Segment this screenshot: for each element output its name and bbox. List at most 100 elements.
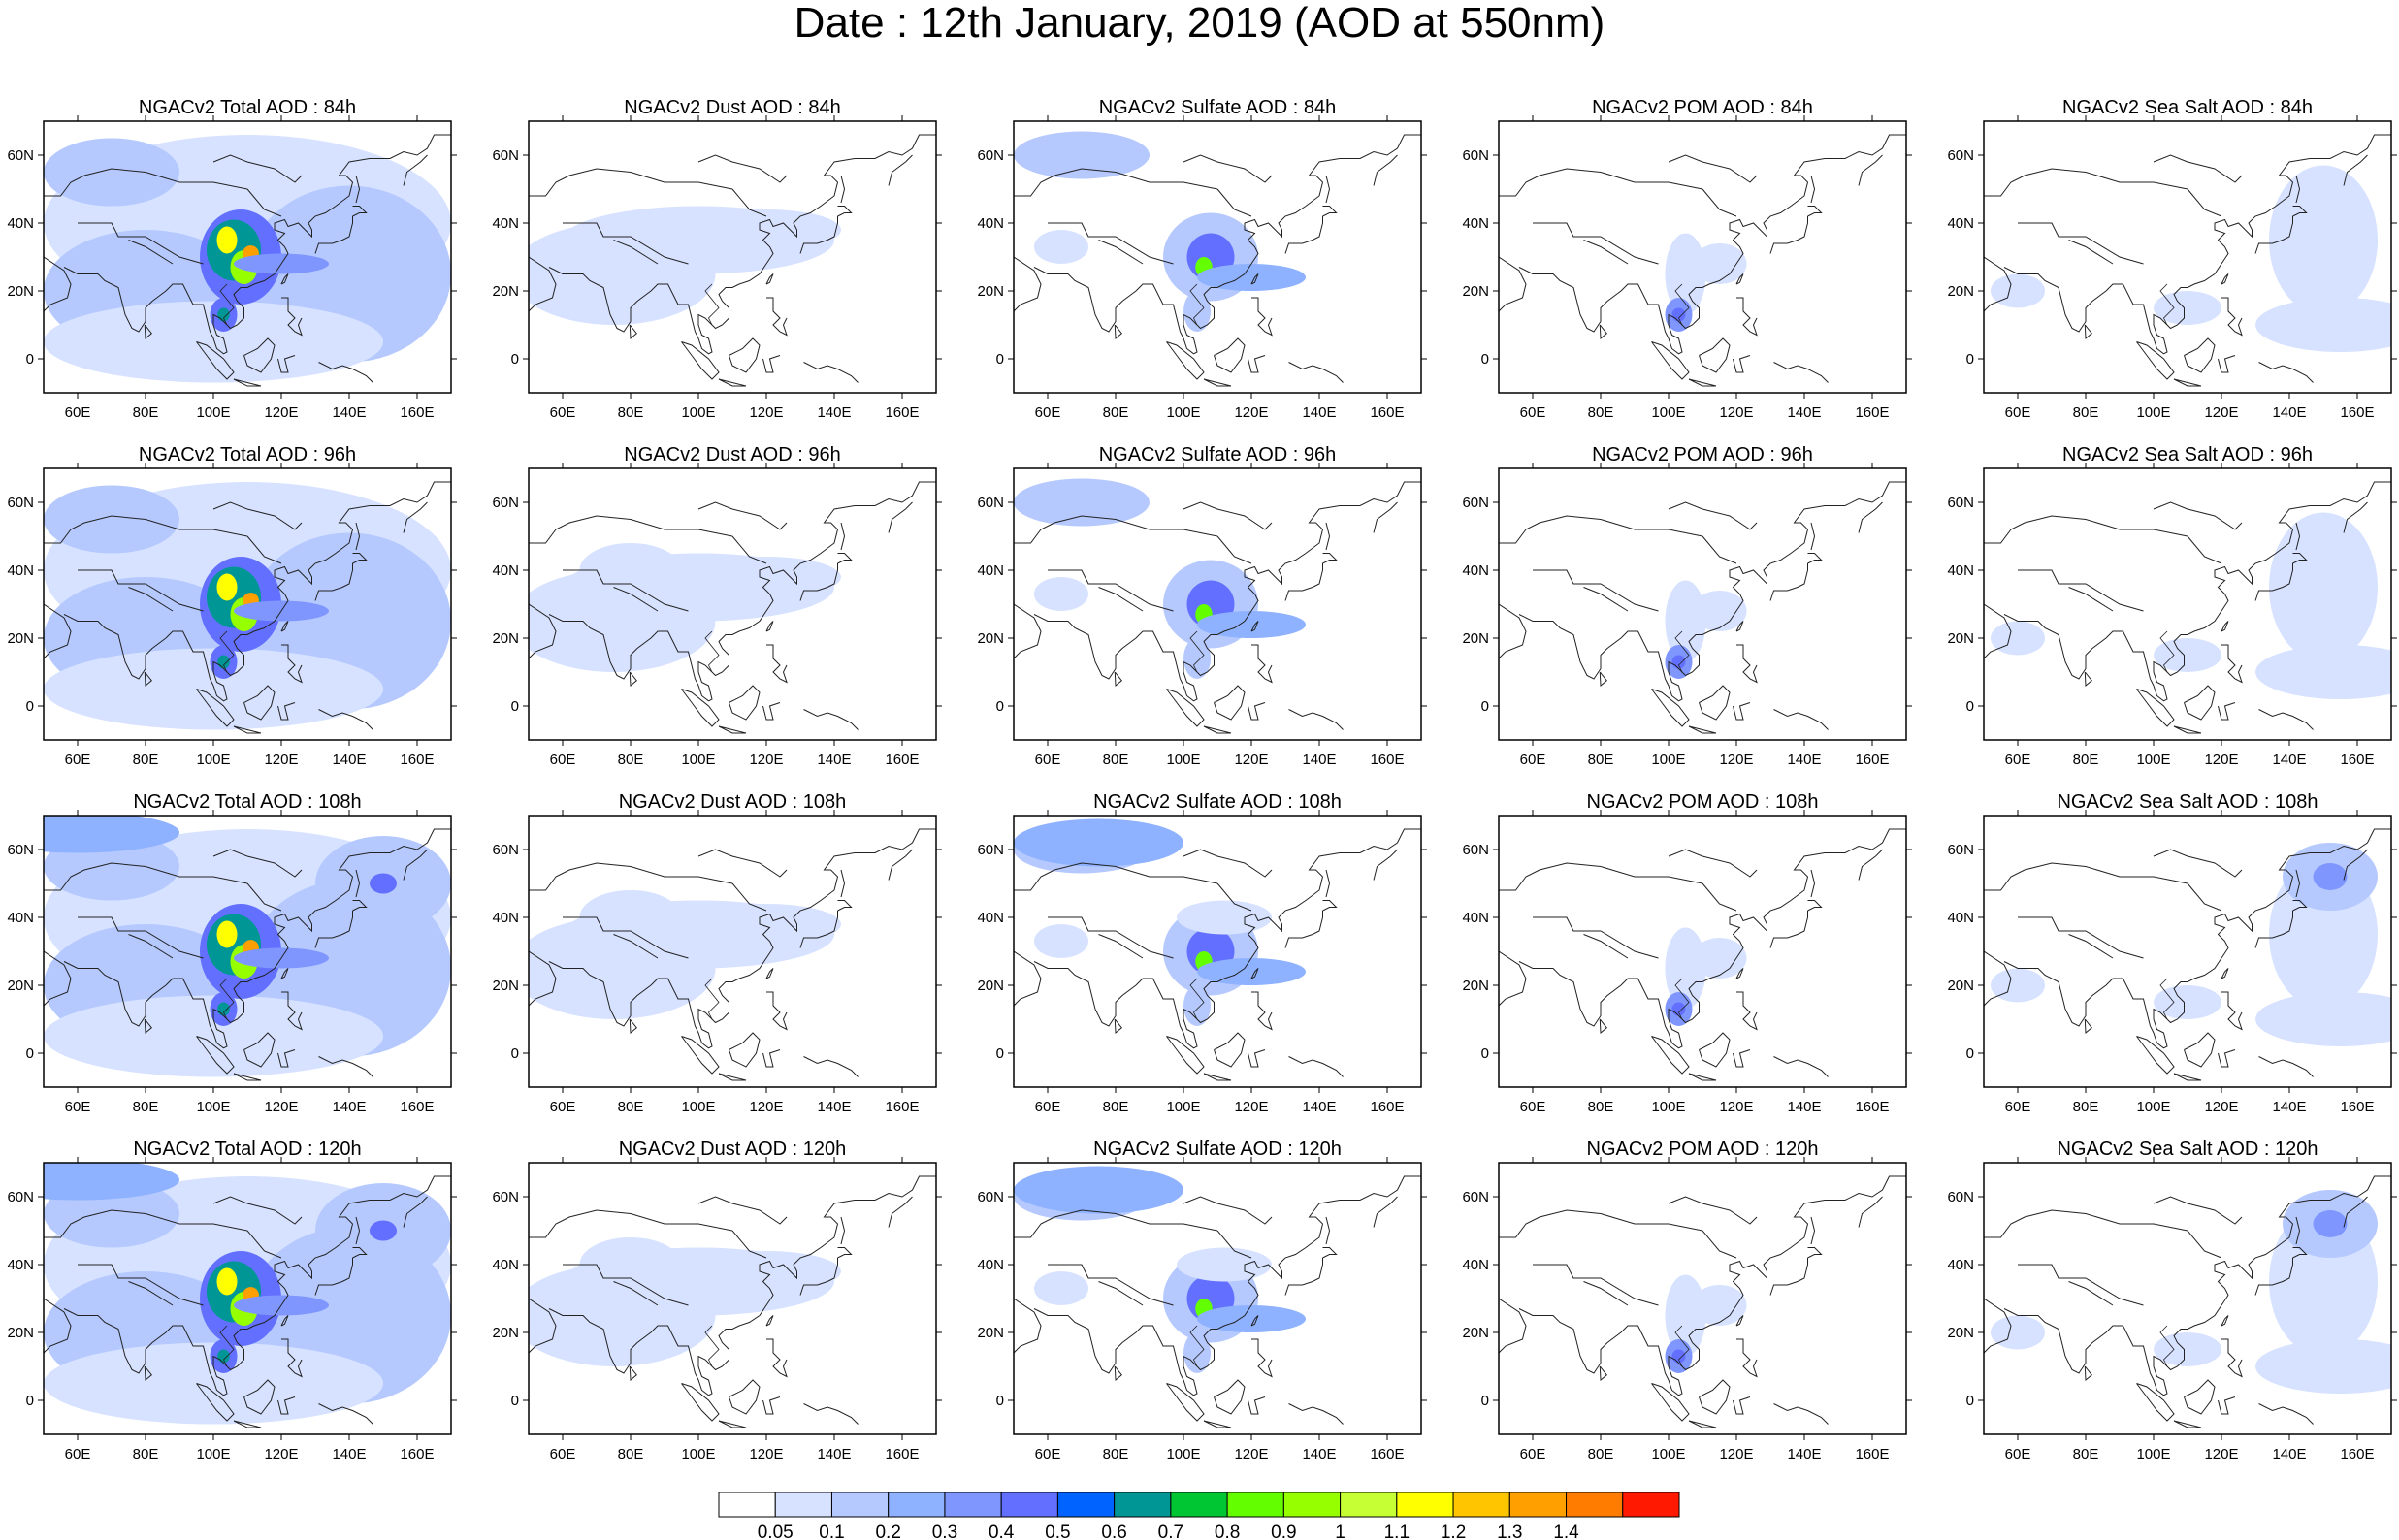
coastline [44, 950, 72, 1007]
coastline [1651, 341, 1690, 380]
y-tick-label: 40N [7, 910, 34, 926]
x-tick-label: 60E [550, 752, 576, 768]
coastline [2018, 916, 2144, 959]
map-panel: NGACv2 Total AOD : 120h 60E 80E 100E 120E 140… [7, 1139, 457, 1462]
coastline [352, 206, 368, 217]
border-line [2159, 978, 2175, 1020]
aod-patch [1034, 577, 1088, 611]
coastline [1733, 1049, 1751, 1068]
colorbar-label: 0.4 [989, 1523, 1015, 1540]
y-tick-label: 0 [511, 698, 519, 715]
coastline [1098, 240, 1144, 265]
x-tick-label: 100E [2136, 1099, 2170, 1115]
coastline [731, 882, 767, 912]
coastline [1014, 603, 1042, 659]
coastline [1533, 569, 1659, 612]
coastline [1322, 206, 1338, 217]
x-tick-label: 140E [817, 1099, 851, 1115]
aod-patch [1034, 230, 1088, 264]
coastline [196, 1383, 235, 1422]
map-panel: NGACv2 Total AOD : 96h 60E 80E 100E 120E 140E… [7, 444, 457, 768]
aod-field [1984, 1163, 2391, 1434]
x-tick-label: 120E [2204, 1446, 2238, 1462]
coastline [1599, 324, 1607, 340]
coastline [1773, 1056, 1829, 1077]
coastline [613, 240, 659, 265]
x-tick-label: 140E [817, 1446, 851, 1462]
coastline [1583, 240, 1629, 265]
x-tick-label: 160E [1370, 752, 1404, 768]
coastline [2295, 175, 2301, 204]
coastline [233, 1420, 262, 1428]
aod-patch [1665, 580, 1706, 662]
map-panel: NGACv2 Sulfate AOD : 108h 60E 80E 100E 120E 1… [977, 791, 1427, 1115]
map-frame [1983, 815, 2392, 1088]
x-tick-label: 100E [2136, 752, 2170, 768]
y-tick-label: 20N [7, 1325, 34, 1341]
y-tick-label: 60N [977, 147, 1004, 164]
coastline [2173, 1073, 2202, 1081]
coastline [1048, 1264, 1174, 1306]
coastline [1499, 515, 1703, 544]
y-tick-label: 0 [996, 1393, 1004, 1409]
coastline [613, 934, 659, 959]
coastline [1284, 911, 1323, 948]
coastline [2221, 968, 2229, 979]
colorbar-label: 0.5 [1045, 1523, 1070, 1540]
colorbar-swatch [944, 1492, 1002, 1518]
x-tick-label: 140E [1302, 1446, 1336, 1462]
coastline [2258, 1403, 2314, 1425]
map-panel: NGACv2 Total AOD : 84h 60E 80E 100E 120E 140E… [7, 97, 457, 421]
x-tick-label: 120E [1719, 752, 1753, 768]
y-tick-label: 60N [1462, 147, 1489, 164]
coastline [277, 1396, 296, 1415]
aod-patch [1183, 985, 1211, 1026]
map-frame [528, 815, 937, 1088]
x-tick-label: 160E [885, 752, 919, 768]
aod-patch [1692, 938, 1747, 979]
coastline [128, 587, 174, 612]
coastline [277, 1049, 296, 1068]
colorbar-swatch [1622, 1492, 1680, 1518]
coastline [766, 1338, 788, 1378]
coastline [403, 849, 428, 881]
map-frame [43, 815, 452, 1088]
aod-patch [692, 904, 841, 945]
coastline [1216, 535, 1252, 564]
x-tick-label: 160E [885, 404, 919, 421]
map-frame [1983, 1162, 2392, 1435]
coastline [1250, 621, 1259, 632]
aod-patch [1671, 655, 1686, 669]
aod-patch [1014, 1166, 1183, 1214]
border-line [2159, 630, 2175, 673]
coastline [803, 362, 859, 383]
x-tick-label: 160E [400, 752, 434, 768]
coastline [1098, 1281, 1144, 1306]
x-tick-label: 160E [1855, 404, 1889, 421]
coastline [2173, 725, 2202, 734]
coastline [1251, 297, 1273, 337]
y-tick-label: 60N [1947, 495, 1974, 511]
coastline [1203, 1073, 1232, 1081]
coastline [729, 685, 761, 721]
map-panel: NGACv2 POM AOD : 120h 60E 80E 100E 120E 140E 1… [1462, 1139, 1912, 1462]
coastline [529, 1298, 557, 1354]
coastline [529, 862, 733, 891]
x-tick-label: 120E [1234, 1446, 1268, 1462]
coastline [1203, 725, 1232, 734]
coastline [563, 222, 689, 265]
coastline [2068, 1281, 2114, 1306]
coastline [840, 1216, 846, 1245]
panel-title: NGACv2 Total AOD : 108h [133, 791, 361, 813]
coastline [1807, 900, 1823, 912]
x-tick-label: 160E [1855, 1446, 1889, 1462]
coastline [2136, 1036, 2175, 1075]
coastline [1048, 569, 1174, 612]
coastline [1688, 725, 1717, 734]
aod-patch [1183, 291, 1211, 332]
y-tick-label: 40N [977, 1257, 1004, 1273]
coastline [1858, 849, 1883, 881]
colorbar-swatch [888, 1492, 946, 1518]
coastline [1651, 1036, 1690, 1075]
